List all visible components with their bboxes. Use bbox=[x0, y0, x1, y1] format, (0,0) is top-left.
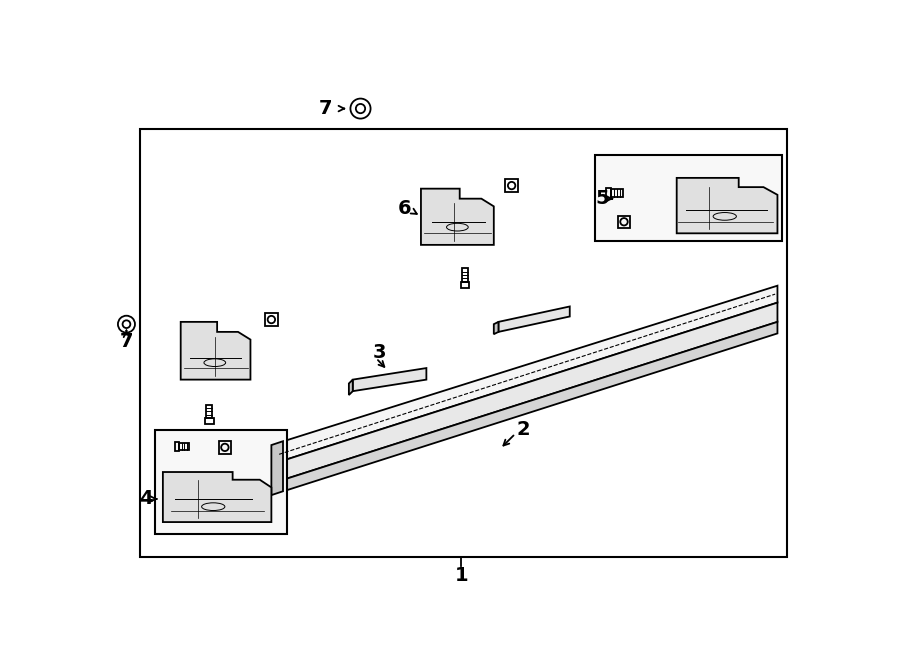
Text: 6: 6 bbox=[398, 199, 411, 218]
Bar bbox=[607, 188, 611, 199]
Text: 4: 4 bbox=[139, 489, 153, 508]
Polygon shape bbox=[163, 472, 272, 522]
Polygon shape bbox=[421, 188, 494, 245]
Text: 7: 7 bbox=[319, 99, 332, 118]
Polygon shape bbox=[494, 322, 499, 334]
Bar bbox=[506, 179, 518, 192]
Bar bbox=[595, 155, 782, 241]
Polygon shape bbox=[272, 303, 778, 484]
Polygon shape bbox=[677, 178, 778, 233]
Bar bbox=[140, 130, 787, 557]
Polygon shape bbox=[181, 322, 250, 379]
Bar bbox=[179, 443, 189, 450]
Bar bbox=[617, 215, 630, 228]
Polygon shape bbox=[272, 442, 283, 495]
Text: 2: 2 bbox=[517, 420, 530, 439]
Polygon shape bbox=[349, 379, 353, 395]
Text: 1: 1 bbox=[454, 566, 468, 586]
Bar bbox=[219, 442, 231, 453]
Polygon shape bbox=[272, 322, 778, 495]
Bar bbox=[206, 405, 212, 418]
Bar bbox=[462, 268, 468, 282]
Bar bbox=[461, 282, 470, 288]
Text: 5: 5 bbox=[596, 189, 609, 208]
Text: 7: 7 bbox=[120, 332, 133, 350]
Bar bbox=[266, 313, 277, 326]
Bar bbox=[155, 430, 287, 533]
Bar bbox=[611, 190, 623, 197]
Bar bbox=[176, 442, 179, 451]
Bar bbox=[205, 418, 213, 424]
Text: 3: 3 bbox=[374, 343, 387, 362]
Polygon shape bbox=[272, 286, 778, 464]
Polygon shape bbox=[353, 368, 427, 391]
Polygon shape bbox=[499, 307, 570, 332]
